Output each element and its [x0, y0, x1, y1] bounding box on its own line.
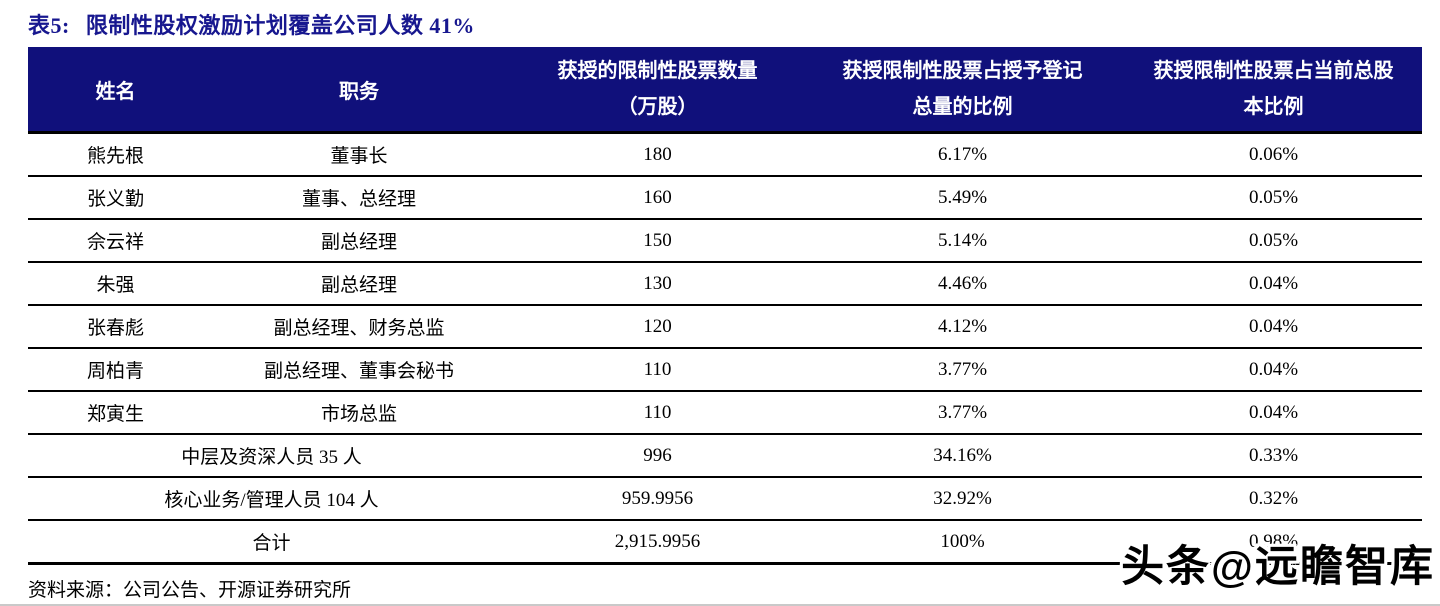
col-header-pct-grant: 获授限制性股票占授予登记 总量的比例 [800, 47, 1125, 134]
cell-shares: 180 [515, 132, 800, 177]
cell-shares: 996 [515, 434, 800, 478]
cell-pct-grant: 5.14% [800, 219, 1125, 263]
table-body: 熊先根 董事长 180 6.17% 0.06% 张义勤 董事、总经理 160 5… [28, 132, 1422, 565]
cell-pct-grant: 4.46% [800, 262, 1125, 306]
table-row: 周柏青 副总经理、董事会秘书 110 3.77% 0.04% [28, 348, 1422, 392]
cell-pct-grant: 32.92% [800, 477, 1125, 521]
table-number: 表5: [28, 13, 70, 38]
cell-shares: 160 [515, 176, 800, 220]
table-summary-row: 中层及资深人员 35 人 996 34.16% 0.33% [28, 434, 1422, 478]
cell-pct-capital: 0.05% [1125, 219, 1422, 263]
col-header-shares: 获授的限制性股票数量 （万股） [515, 47, 800, 134]
table-title: 表5: 限制性股权激励计划覆盖公司人数 41% [28, 8, 475, 40]
cell-pct-grant: 34.16% [800, 434, 1125, 478]
cell-title: 副总经理 [203, 219, 515, 263]
cell-shares: 120 [515, 305, 800, 349]
cell-pct-grant: 100% [800, 520, 1125, 565]
table-row: 佘云祥 副总经理 150 5.14% 0.05% [28, 219, 1422, 263]
cell-name: 朱强 [28, 262, 203, 306]
cell-title: 副总经理、财务总监 [203, 305, 515, 349]
cell-title: 董事、总经理 [203, 176, 515, 220]
cell-pct-grant: 3.77% [800, 391, 1125, 435]
cell-shares: 150 [515, 219, 800, 263]
equity-incentive-table: 姓名 职务 获授的限制性股票数量 （万股） 获授限制性股票占授予登记 总量的比例… [28, 47, 1422, 565]
cell-name: 佘云祥 [28, 219, 203, 263]
col-header-name: 姓名 [28, 47, 203, 134]
table-title-text: 限制性股权激励计划覆盖公司人数 41% [85, 13, 475, 38]
col-header-title: 职务 [203, 47, 515, 134]
col-header-pct-capital: 获授限制性股票占当前总股 本比例 [1125, 47, 1422, 134]
cell-pct-capital: 0.06% [1125, 132, 1422, 177]
cell-group-label: 中层及资深人员 35 人 [28, 434, 515, 478]
cell-title: 董事长 [203, 132, 515, 177]
table-row: 张春彪 副总经理、财务总监 120 4.12% 0.04% [28, 305, 1422, 349]
cell-pct-capital: 0.04% [1125, 348, 1422, 392]
cell-group-label: 合计 [28, 520, 515, 565]
col-header-pct-grant-line1: 获授限制性股票占授予登记 [842, 60, 1083, 82]
cell-pct-grant: 6.17% [800, 132, 1125, 177]
table-row: 张义勤 董事、总经理 160 5.49% 0.05% [28, 176, 1422, 220]
table-row: 熊先根 董事长 180 6.17% 0.06% [28, 132, 1422, 177]
cell-name: 张义勤 [28, 176, 203, 220]
cell-name: 熊先根 [28, 132, 203, 177]
watermark-text: 头条@远瞻智库 [1121, 543, 1435, 591]
cell-pct-capital: 0.32% [1125, 477, 1422, 521]
table-header: 姓名 职务 获授的限制性股票数量 （万股） 获授限制性股票占授予登记 总量的比例… [28, 47, 1422, 134]
col-header-pct-grant-line2: 总量的比例 [912, 96, 1013, 118]
cell-pct-grant: 4.12% [800, 305, 1125, 349]
cell-shares: 130 [515, 262, 800, 306]
cell-pct-capital: 0.05% [1125, 176, 1422, 220]
page-bottom-divider [0, 604, 1440, 606]
col-header-pct-capital-line1: 获授限制性股票占当前总股 [1153, 60, 1394, 82]
cell-name: 郑寅生 [28, 391, 203, 435]
table-total-row: 合计 2,915.9956 100% 0.98% [28, 520, 1422, 565]
cell-shares: 110 [515, 348, 800, 392]
table-summary-row: 核心业务/管理人员 104 人 959.9956 32.92% 0.32% [28, 477, 1422, 521]
cell-pct-capital: 0.33% [1125, 434, 1422, 478]
cell-name: 张春彪 [28, 305, 203, 349]
cell-shares: 2,915.9956 [515, 520, 800, 565]
header-row: 姓名 职务 获授的限制性股票数量 （万股） 获授限制性股票占授予登记 总量的比例… [28, 47, 1422, 134]
cell-title: 副总经理 [203, 262, 515, 306]
cell-pct-grant: 3.77% [800, 348, 1125, 392]
cell-pct-capital: 0.04% [1125, 262, 1422, 306]
cell-pct-capital: 0.04% [1125, 391, 1422, 435]
cell-name: 周柏青 [28, 348, 203, 392]
cell-shares: 110 [515, 391, 800, 435]
cell-shares: 959.9956 [515, 477, 800, 521]
col-header-shares-line1: 获授的限制性股票数量 [557, 60, 758, 82]
col-header-pct-capital-line2: 本比例 [1243, 96, 1304, 118]
col-header-shares-line2: （万股） [617, 96, 698, 118]
cell-title: 副总经理、董事会秘书 [203, 348, 515, 392]
cell-group-label: 核心业务/管理人员 104 人 [28, 477, 515, 521]
cell-pct-capital: 0.98% [1125, 520, 1422, 565]
table-row: 朱强 副总经理 130 4.46% 0.04% [28, 262, 1422, 306]
cell-pct-capital: 0.04% [1125, 305, 1422, 349]
cell-pct-grant: 5.49% [800, 176, 1125, 220]
table-row: 郑寅生 市场总监 110 3.77% 0.04% [28, 391, 1422, 435]
cell-title: 市场总监 [203, 391, 515, 435]
source-note: 资料来源：公司公告、开源证券研究所 [28, 580, 352, 601]
